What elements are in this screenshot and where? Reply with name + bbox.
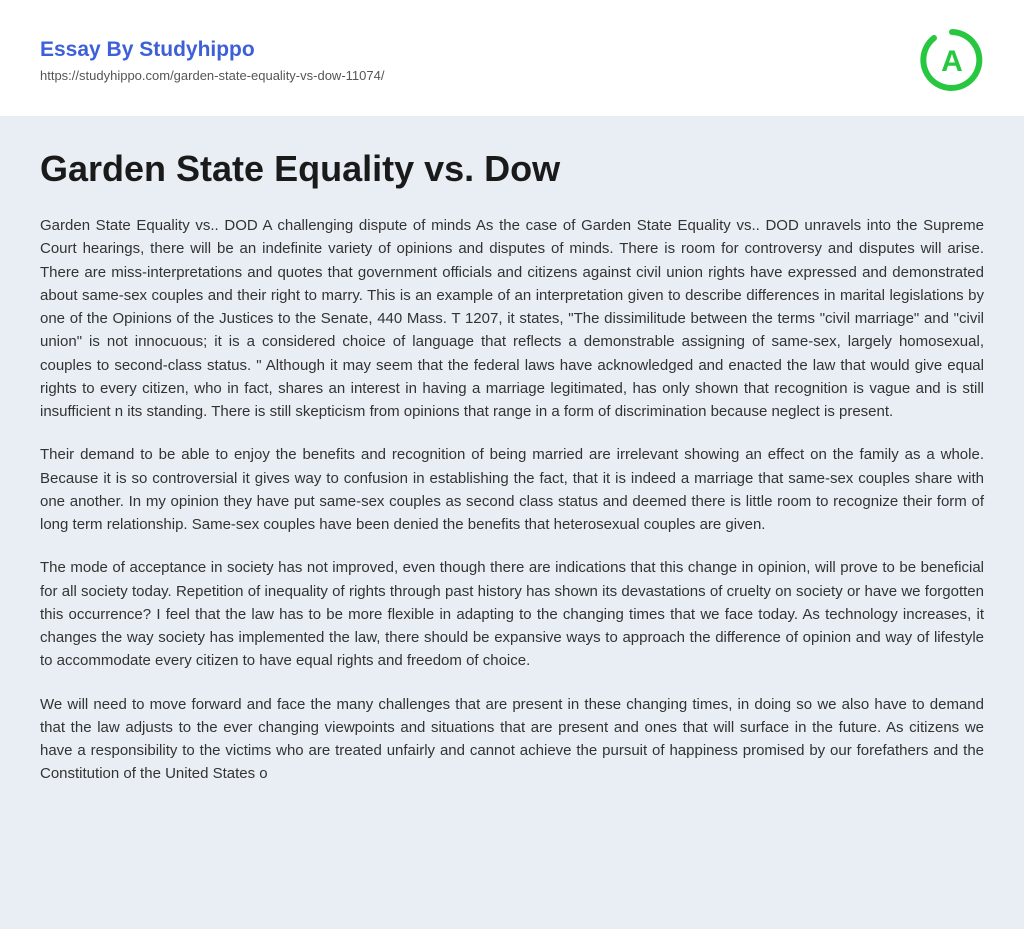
essay-title: Garden State Equality vs. Dow xyxy=(40,148,984,190)
brand-logo-icon: A xyxy=(920,28,984,92)
essay-paragraph: We will need to move forward and face th… xyxy=(40,693,984,786)
essay-content: Garden State Equality vs. Dow Garden Sta… xyxy=(0,116,1024,786)
page-header: Essay By Studyhippo https://studyhippo.c… xyxy=(0,0,1024,116)
essay-paragraph: The mode of acceptance in society has no… xyxy=(40,556,984,672)
header-left: Essay By Studyhippo https://studyhippo.c… xyxy=(40,38,384,83)
essay-paragraph: Garden State Equality vs.. DOD A challen… xyxy=(40,214,984,423)
source-url[interactable]: https://studyhippo.com/garden-state-equa… xyxy=(40,68,384,83)
svg-text:A: A xyxy=(941,45,963,78)
brand-title: Essay By Studyhippo xyxy=(40,38,384,62)
essay-paragraph: Their demand to be able to enjoy the ben… xyxy=(40,443,984,536)
